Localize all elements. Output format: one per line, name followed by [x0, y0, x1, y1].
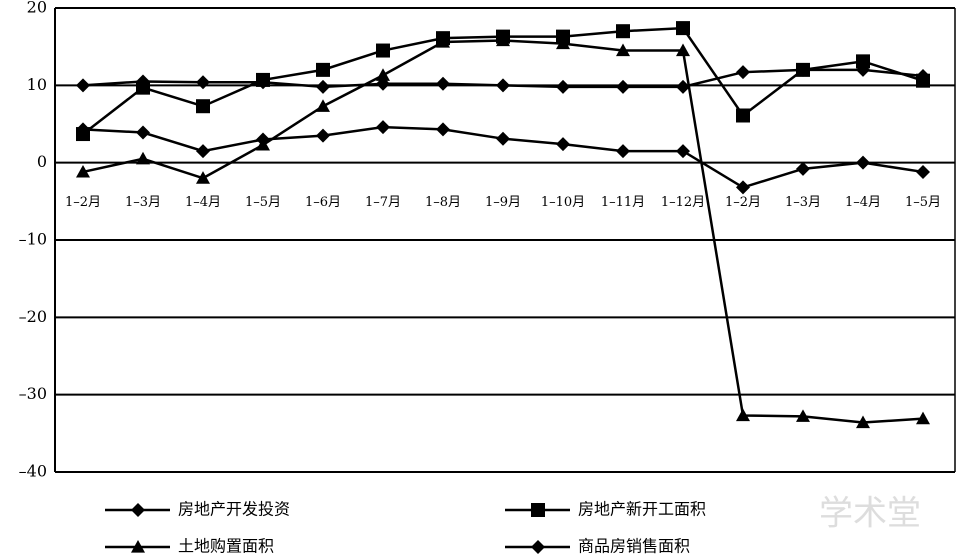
point-marker	[256, 132, 270, 147]
x-tick-label: 1–12月	[661, 195, 705, 210]
point-marker	[436, 76, 450, 91]
point-marker	[916, 164, 930, 179]
x-tick-label: 1–4月	[845, 195, 881, 210]
point-marker	[376, 68, 390, 81]
x-tick-label: 1–3月	[785, 195, 821, 210]
x-tick-label: 1–7月	[365, 195, 401, 210]
point-marker	[736, 408, 750, 422]
point-marker	[256, 72, 270, 87]
point-marker	[556, 137, 570, 152]
point-marker	[556, 79, 570, 94]
x-tick-label: 1–9月	[485, 195, 521, 210]
legend-label: 房地产开发投资	[178, 500, 290, 519]
point-marker	[196, 75, 210, 90]
point-marker	[796, 409, 810, 422]
legend-label: 商品房销售面积	[578, 537, 690, 556]
x-tick-label: 1–10月	[541, 195, 585, 210]
point-marker	[76, 78, 90, 93]
point-marker	[496, 33, 510, 47]
point-marker	[496, 131, 510, 146]
x-tick-label: 1–8月	[425, 195, 461, 210]
legend-label: 房地产新开工面积	[578, 500, 706, 519]
x-tick-label: 1–6月	[305, 195, 341, 210]
point-marker	[856, 54, 870, 69]
point-marker	[196, 144, 210, 159]
point-marker	[316, 128, 330, 143]
point-marker	[676, 79, 690, 94]
point-marker	[736, 65, 750, 80]
point-marker	[856, 415, 870, 429]
x-tick-label: 1–2月	[725, 195, 761, 210]
point-marker	[676, 21, 690, 36]
legend-marker	[531, 540, 545, 554]
point-marker	[616, 79, 630, 94]
y-tick-label: –20	[19, 307, 47, 326]
y-tick-label: –30	[19, 384, 47, 403]
legend-label: 土地购置面积	[178, 537, 274, 556]
point-marker	[196, 171, 210, 184]
point-marker	[136, 151, 150, 165]
y-tick-label: 20	[27, 0, 47, 17]
point-marker	[376, 43, 390, 58]
legend-marker	[131, 540, 145, 553]
point-marker	[796, 161, 810, 176]
point-marker	[76, 164, 90, 178]
point-marker	[676, 43, 690, 57]
point-marker	[616, 144, 630, 159]
point-marker	[916, 411, 930, 425]
x-tick-label: 1–5月	[245, 195, 281, 210]
point-marker	[136, 80, 150, 95]
point-marker	[316, 79, 330, 94]
point-marker	[436, 122, 450, 137]
y-tick-label: 0	[37, 152, 47, 171]
x-tick-label: 1–3月	[125, 195, 161, 210]
point-marker	[436, 35, 450, 48]
point-marker	[916, 73, 930, 88]
legend-marker	[531, 503, 545, 517]
point-marker	[736, 108, 750, 123]
point-marker	[736, 180, 750, 195]
point-marker	[676, 144, 690, 159]
point-marker	[376, 120, 390, 135]
x-tick-label: 1–11月	[601, 195, 645, 210]
point-marker	[616, 43, 630, 57]
y-tick-label: –10	[19, 230, 47, 249]
watermark: 学术堂	[819, 494, 921, 534]
point-marker	[196, 99, 210, 114]
y-tick-label: 10	[27, 75, 47, 94]
point-marker	[316, 99, 330, 112]
point-marker	[316, 62, 330, 77]
point-marker	[556, 36, 570, 50]
x-tick-label: 1–5月	[905, 195, 941, 210]
point-marker	[76, 122, 90, 137]
x-tick-label: 1–4月	[185, 195, 221, 210]
point-marker	[496, 78, 510, 93]
point-marker	[616, 24, 630, 39]
y-tick-label: –40	[19, 462, 47, 481]
legend-marker	[131, 503, 145, 517]
series-line	[82, 39, 924, 424]
point-marker	[856, 155, 870, 170]
point-marker	[796, 62, 810, 77]
point-marker	[136, 125, 150, 140]
x-tick-label: 1–2月	[65, 195, 101, 210]
